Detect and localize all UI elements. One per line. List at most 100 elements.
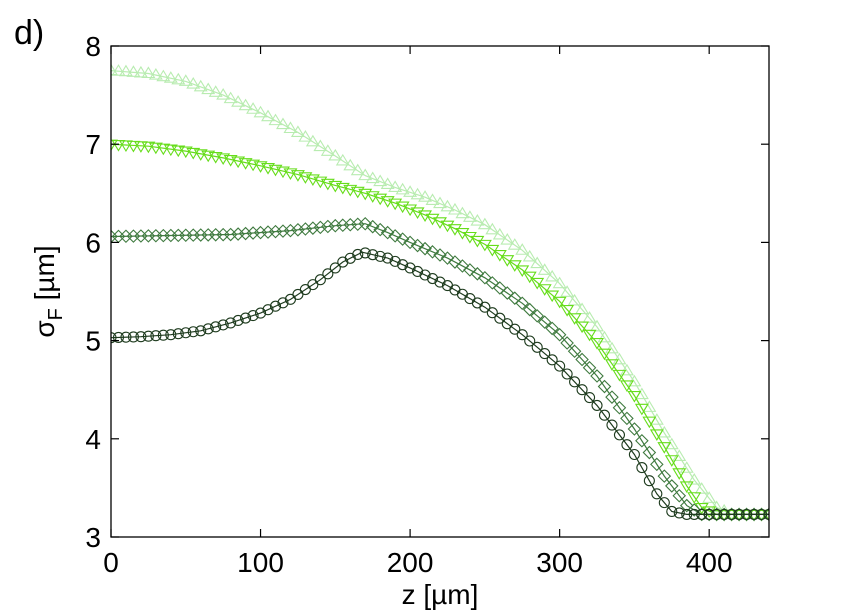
data-point-triangle-up [298, 130, 313, 142]
data-point-diamond [597, 379, 612, 394]
data-point-circle [598, 409, 611, 421]
data-point-circle [172, 328, 184, 340]
data-point-circle [165, 329, 177, 341]
data-point-triangle-up [530, 256, 545, 269]
data-point-triangle-up [171, 72, 186, 85]
data-point-triangle-down [619, 380, 634, 393]
data-point-circle [658, 497, 670, 509]
data-point-triangle-down [530, 277, 545, 290]
data-point-circle [262, 304, 274, 316]
data-point-triangle-down [126, 140, 141, 153]
data-point-diamond [388, 229, 402, 243]
data-point-circle [404, 262, 416, 274]
data-point-circle [748, 508, 760, 520]
data-point-circle [733, 508, 745, 520]
data-point-diamond [545, 321, 559, 336]
data-point-circle [382, 252, 394, 264]
data-point-circle [127, 331, 139, 343]
data-point-circle [763, 508, 769, 520]
data-point-triangle-down [552, 296, 567, 309]
data-point-diamond [350, 217, 365, 232]
data-point-diamond [672, 488, 687, 503]
data-point-triangle-up [440, 199, 455, 212]
series-diamond [111, 216, 769, 522]
data-point-circle [412, 265, 424, 278]
data-point-triangle-down [111, 139, 118, 152]
data-point-triangle-down [522, 271, 537, 284]
y-tick-label: 5 [85, 326, 101, 357]
data-point-triangle-down [208, 152, 223, 164]
data-point-diamond [500, 286, 515, 300]
data-point-diamond [463, 263, 477, 277]
x-tick-label: 400 [686, 547, 733, 578]
data-point-triangle-down [575, 321, 590, 334]
data-point-circle [516, 329, 528, 341]
data-point-diamond [298, 222, 313, 236]
data-point-triangle-up [178, 74, 193, 86]
data-point-triangle-up [492, 227, 507, 240]
data-point-triangle-up [141, 66, 156, 79]
data-point-diamond [231, 227, 245, 241]
data-point-triangle-down [590, 338, 604, 350]
y-axis-label-subscript: F [45, 308, 67, 320]
data-point-diamond [642, 445, 657, 460]
data-point-circle [621, 439, 633, 451]
data-point-diamond [380, 225, 395, 240]
data-point-diamond [223, 227, 238, 242]
data-point-triangle-up [433, 196, 447, 209]
y-tick-label: 3 [85, 522, 101, 553]
data-point-triangle-up [425, 193, 440, 205]
data-point-diamond [291, 223, 305, 237]
plot-frame [110, 45, 770, 538]
y-tick-label: 6 [85, 227, 101, 258]
data-point-diamond [306, 221, 320, 235]
data-point-triangle-down [447, 224, 462, 236]
data-point-circle [681, 508, 693, 520]
data-point-diamond [343, 217, 358, 232]
data-point-triangle-down [649, 429, 664, 441]
data-point-diamond [276, 224, 290, 238]
x-tick-label: 300 [536, 547, 583, 578]
data-point-triangle-down [679, 481, 694, 494]
data-point-triangle-down [560, 305, 575, 317]
data-point-diamond [268, 224, 283, 239]
series-circle [111, 247, 769, 520]
data-point-diamond [560, 336, 574, 350]
data-point-diamond [493, 281, 507, 295]
data-point-circle [755, 508, 768, 520]
data-point-triangle-up [403, 185, 418, 197]
data-point-diamond [455, 259, 470, 273]
data-point-circle [314, 274, 326, 286]
data-point-triangle-up [418, 190, 433, 202]
data-point-circle [636, 462, 648, 474]
data-point-circle [479, 301, 491, 313]
data-point-triangle-down [163, 144, 178, 157]
data-point-diamond [687, 503, 702, 517]
y-axis-label: σF [µm] [29, 245, 67, 337]
data-point-circle [352, 248, 364, 261]
data-point-circle [112, 331, 125, 343]
data-point-circle [210, 321, 222, 333]
data-point-triangle-up [111, 64, 126, 76]
x-tick-label: 200 [387, 547, 434, 578]
data-point-triangle-up [283, 121, 298, 134]
data-point-diamond [530, 309, 544, 323]
data-point-circle [277, 297, 289, 309]
data-point-triangle-down [545, 290, 560, 303]
data-point-triangle-up [582, 311, 597, 323]
data-point-triangle-up [148, 67, 163, 80]
data-point-circle [711, 508, 723, 520]
data-point-circle [142, 330, 154, 342]
data-point-triangle-up [388, 180, 403, 192]
data-point-circle [180, 327, 192, 339]
series-triangle-down [111, 139, 769, 522]
x-axis-label: z [µm] [402, 579, 479, 610]
data-point-triangle-up [485, 222, 500, 235]
data-point-diamond [582, 360, 597, 375]
data-point-triangle-up [380, 177, 395, 190]
data-point-circle [643, 475, 655, 487]
data-point-circle [359, 247, 371, 259]
data-point-circle [157, 329, 169, 341]
data-point-diamond [552, 327, 567, 342]
data-point-circle [628, 448, 640, 461]
